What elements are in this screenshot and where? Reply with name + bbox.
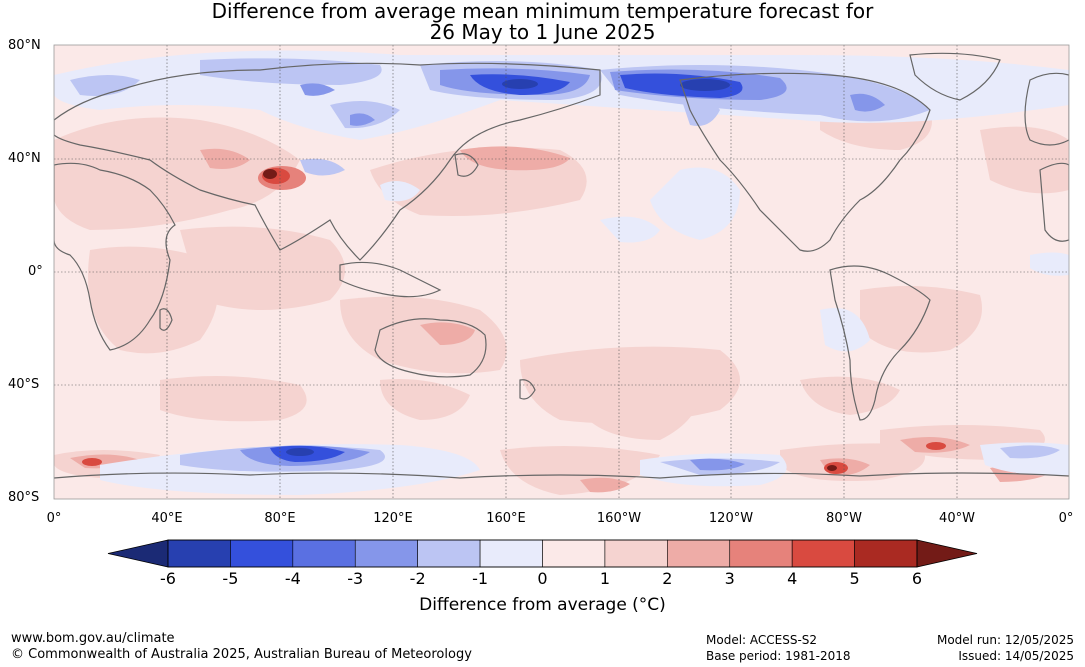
- north-america-outline: [679, 72, 931, 252]
- greenland-outline: [909, 52, 1001, 101]
- colorbar-title: Difference from average (°C): [419, 595, 666, 615]
- anomaly-hotspots: [82, 166, 1039, 474]
- lon-label-160w: 160°W: [596, 511, 642, 526]
- africa-outline: [54, 162, 176, 351]
- japan-outline: [454, 153, 479, 177]
- colorbar-segment-5_6: [854, 539, 918, 568]
- anomaly-field: [54, 45, 1069, 499]
- lat-label-40n: 40°N: [8, 151, 41, 166]
- colorbar-segment--4_-3: [292, 539, 356, 568]
- map-frame: [53, 44, 1070, 500]
- south-america-outline: [829, 265, 931, 421]
- madagascar-outline: [159, 308, 173, 331]
- footer-model-run: Model run: 12/05/2025: [936, 633, 1074, 647]
- colorbar-extend-high: [916, 539, 978, 568]
- colorbar-segment--6_-5: [167, 539, 231, 568]
- colorbar-tick-label: -3: [347, 569, 364, 588]
- lat-label-80n: 80°N: [8, 38, 41, 53]
- antarctica-outline: [54, 472, 1069, 479]
- footer-website: www.bom.gov.au/climate: [11, 631, 175, 646]
- colorbar-tick-label: 4: [787, 569, 798, 588]
- colorbar-tick-label: 3: [724, 569, 735, 588]
- lon-label-120w: 120°W: [708, 511, 754, 526]
- colorbar-tick-label: -5: [222, 569, 239, 588]
- land-outlines: [54, 52, 1069, 479]
- colorbar-tick-label: 0: [537, 569, 548, 588]
- indonesia-outline: [339, 261, 442, 298]
- map-title-line-2: 26 May to 1 June 2025: [429, 20, 656, 44]
- lon-label-120e: 120°E: [373, 511, 413, 526]
- gridlines: [54, 45, 1069, 499]
- colorbar-segment--2_-1: [417, 539, 481, 568]
- footer-issued: Issued: 14/05/2025: [958, 649, 1074, 663]
- colorbar-tick-label: 6: [911, 569, 923, 588]
- colorbar-segment-0_1: [542, 539, 606, 568]
- lat-label-equator: 0°: [28, 264, 43, 279]
- africa-wrap-outline: [1039, 162, 1069, 242]
- lon-label-40w: 40°W: [939, 511, 975, 526]
- new-zealand-outline: [519, 379, 536, 400]
- europe-west-outline: [1024, 72, 1069, 146]
- colorbar-tick-label: -4: [284, 569, 301, 588]
- colorbar-segment--1_0: [479, 539, 543, 568]
- colorbar-segment--5_-4: [230, 539, 294, 568]
- colorbar-tick-label: -1: [472, 569, 489, 588]
- eurasia-outline: [54, 62, 601, 261]
- colorbar-tick-label: 1: [599, 569, 610, 588]
- colorbar-frame: [167, 539, 918, 568]
- colorbar-segment-3_4: [729, 539, 793, 568]
- lon-label-40e: 40°E: [151, 511, 183, 526]
- colorbar-segments: [167, 539, 918, 568]
- lon-label-0-left: 0°: [46, 511, 62, 526]
- colorbar-tick-label: -2: [409, 569, 426, 588]
- map-title-line-1: Difference from average mean minimum tem…: [211, 0, 874, 23]
- lat-label-80s: 80°S: [8, 490, 40, 505]
- lon-label-80e: 80°E: [264, 511, 296, 526]
- footer-base-period: Base period: 1981-2018: [706, 649, 851, 663]
- colorbar-tick-label: 2: [662, 569, 673, 588]
- colorbar-segment--3_-2: [354, 539, 418, 568]
- lon-label-80w: 80°W: [826, 511, 862, 526]
- anomaly-band-neg6-neg5: [286, 79, 730, 456]
- anomaly-band-1-2: [54, 96, 1069, 495]
- lat-label-40s: 40°S: [8, 377, 40, 392]
- lon-label-160e: 160°E: [486, 511, 526, 526]
- lon-label-0-right: 0°: [1058, 511, 1074, 526]
- australia-outline: [374, 318, 487, 378]
- colorbar-segment-4_5: [791, 539, 855, 568]
- colorbar-tick-label: 5: [849, 569, 860, 588]
- colorbar-tick-label: -6: [160, 569, 176, 588]
- footer-model: Model: ACCESS-S2: [706, 633, 818, 647]
- footer-copyright: © Commonwealth of Australia 2025, Austra…: [11, 647, 472, 662]
- colorbar-segment-1_2: [604, 539, 668, 568]
- colorbar-segment-2_3: [667, 539, 731, 568]
- colorbar-extend-low: [107, 539, 169, 568]
